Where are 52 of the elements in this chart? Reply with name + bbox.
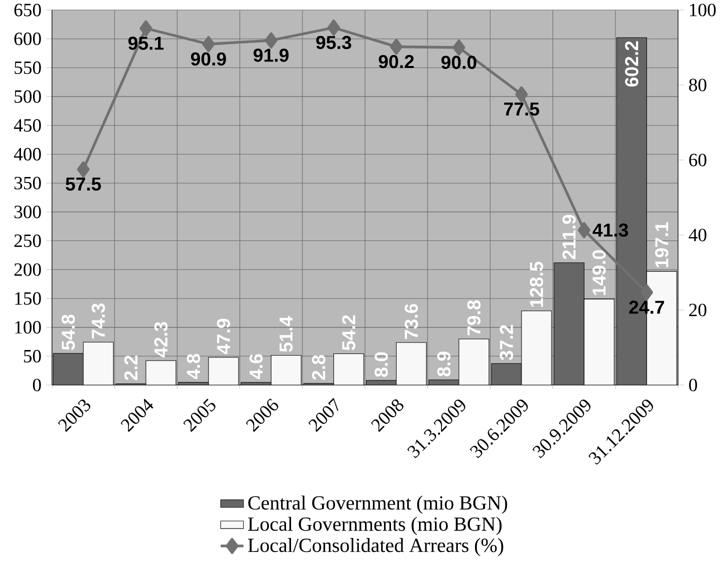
y-tick-label: 600 — [14, 32, 41, 46]
data-label: 73.6 — [404, 304, 418, 339]
y2-tick-label: 0 — [689, 378, 698, 392]
data-label: 8.0 — [374, 352, 388, 377]
data-label: 128.5 — [530, 262, 544, 307]
data-label: 8.9 — [437, 352, 450, 376]
data-label: 4.6 — [249, 354, 263, 380]
data-label: 90.0 — [441, 56, 476, 69]
y-tick-label: 300 — [14, 206, 41, 218]
y-tick-label: 100 — [15, 321, 41, 334]
data-label: 90.2 — [378, 55, 414, 68]
y2-tick-label: 60 — [689, 154, 706, 166]
y2-tick-label: 80 — [689, 78, 706, 92]
data-label: 90.9 — [190, 52, 226, 66]
data-label: 95.1 — [128, 36, 164, 50]
data-label: 79.8 — [467, 300, 481, 336]
data-label: 42.3 — [154, 322, 168, 358]
data-label: 91.9 — [254, 48, 289, 62]
y-tick-label: 650 — [14, 4, 41, 16]
y-tick-label: 150 — [15, 292, 41, 305]
y-tick-label: 200 — [14, 263, 41, 276]
data-label: 77.5 — [504, 102, 540, 116]
data-label: 211.9 — [562, 214, 576, 260]
y2-tick-label: 100 — [690, 4, 716, 16]
data-label: 37.2 — [500, 325, 514, 360]
data-label: 24.7 — [629, 300, 664, 314]
y-tick-label: 350 — [14, 176, 41, 190]
y-tick-label: 250 — [14, 234, 41, 248]
y2-tick-label: 20 — [689, 304, 706, 316]
y-tick-label: 50 — [24, 350, 41, 362]
y-tick-label: 500 — [14, 90, 41, 103]
data-label: 197.1 — [655, 222, 668, 268]
data-label: 95.3 — [316, 36, 352, 50]
legend-label: Local/Consolidated Arrears (%) — [248, 538, 504, 556]
y-tick-label: 0 — [32, 378, 41, 392]
data-label: 57.5 — [66, 178, 101, 191]
data-label: 74.3 — [92, 304, 105, 338]
data-label: 149.0 — [592, 250, 606, 295]
data-label: 54.8 — [62, 314, 75, 350]
data-label: 2.2 — [124, 356, 138, 380]
data-label: 2.8 — [312, 355, 326, 380]
y-tick-label: 550 — [14, 61, 41, 74]
legend-label: Central Government (mio BGN) — [248, 496, 508, 514]
data-label: 47.9 — [216, 318, 230, 354]
data-label: 602.2 — [625, 41, 638, 87]
data-label: 51.4 — [280, 316, 293, 352]
legend-label: Local Governments (mio BGN) — [248, 516, 502, 535]
y-tick-label: 400 — [14, 148, 41, 161]
data-label: 54.2 — [342, 315, 356, 350]
data-label: 4.8 — [186, 354, 200, 380]
y2-tick-label: 40 — [688, 228, 706, 242]
y-tick-label: 450 — [14, 119, 41, 132]
